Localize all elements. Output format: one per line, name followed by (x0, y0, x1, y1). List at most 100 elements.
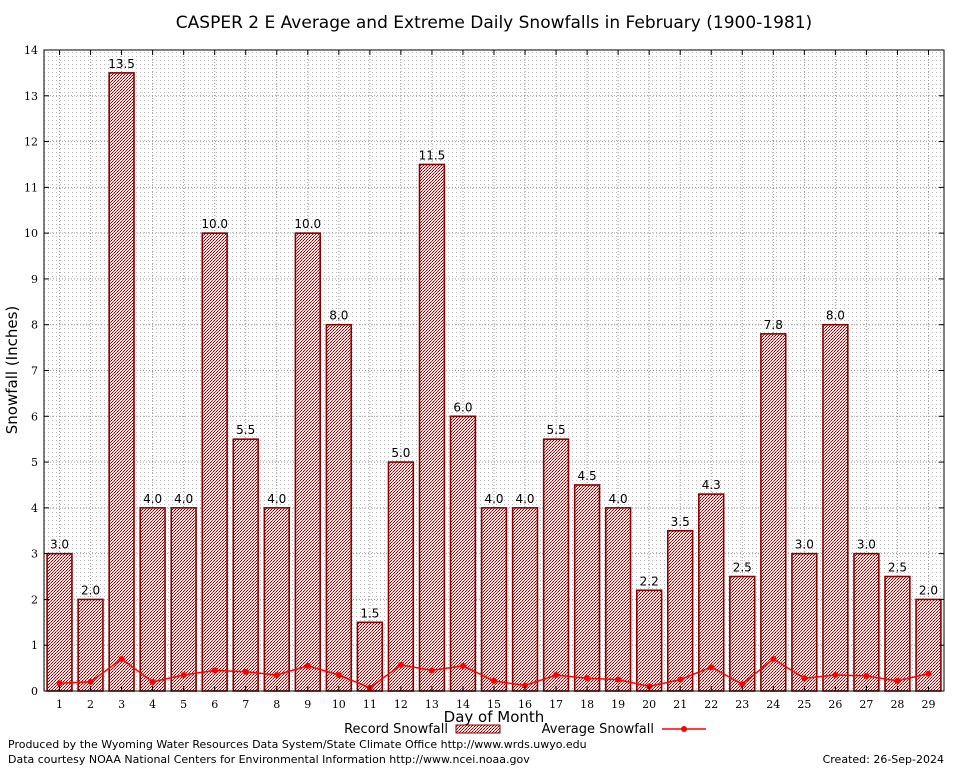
x-tick-label: 12 (394, 698, 408, 711)
x-tick-label: 10 (332, 698, 346, 711)
x-tick-label: 13 (425, 698, 439, 711)
record-value-label: 4.5 (578, 469, 597, 483)
y-tick-label: 0 (31, 685, 38, 698)
x-tick-label: 14 (456, 698, 470, 711)
record-value-label: 2.0 (919, 583, 938, 597)
record-value-label: 5.5 (236, 423, 255, 437)
record-value-label: 4.0 (484, 492, 503, 506)
average-point-day-5 (180, 671, 187, 678)
x-tick-label: 27 (859, 698, 873, 711)
average-point-day-12 (397, 661, 404, 668)
average-point-day-1 (56, 680, 63, 687)
record-value-label: 5.0 (391, 446, 410, 460)
y-tick-label: 2 (31, 593, 38, 606)
record-bar-day-16 (511, 507, 539, 692)
x-tick-label: 19 (611, 698, 625, 711)
record-value-label: 10.0 (201, 217, 228, 231)
record-bar-day-2 (77, 598, 104, 692)
chart-title: CASPER 2 E Average and Extreme Daily Sno… (176, 13, 812, 33)
record-bar-day-26 (822, 323, 849, 692)
x-tick-label: 1 (56, 698, 63, 711)
record-bar-day-28 (884, 575, 911, 692)
average-point-day-29 (925, 670, 932, 677)
legend-swatch-record (455, 724, 501, 734)
record-value-label: 4.0 (174, 492, 193, 506)
record-bar-day-7 (232, 438, 259, 692)
average-point-day-2 (87, 678, 94, 685)
x-axis-label: Day of Month (444, 708, 545, 726)
average-point-day-7 (242, 668, 249, 675)
record-bar-day-25 (791, 552, 818, 692)
record-value-label: 8.0 (826, 309, 845, 323)
x-tick-label: 4 (149, 698, 156, 711)
average-point-day-8 (273, 671, 280, 678)
record-bar-day-3 (108, 72, 135, 692)
y-tick-label: 12 (24, 136, 38, 149)
record-value-label: 8.0 (329, 309, 348, 323)
record-bar-day-9 (294, 232, 322, 692)
legend-swatch-average-marker (681, 726, 687, 732)
average-point-day-25 (801, 675, 808, 682)
record-bar-day-21 (666, 529, 694, 692)
x-tick-label: 29 (921, 698, 935, 711)
record-value-label: 7.8 (764, 318, 783, 332)
average-point-day-14 (459, 662, 466, 669)
record-bar-day-6 (201, 232, 228, 692)
record-value-label: 2.2 (640, 574, 659, 588)
average-point-day-28 (894, 677, 901, 684)
y-tick-label: 14 (24, 44, 38, 57)
record-bar-day-8 (263, 507, 290, 692)
footer-data-courtesy: Data courtesy NOAA National Centers for … (8, 753, 530, 766)
y-tick-label: 3 (31, 548, 38, 561)
x-tick-label: 11 (363, 698, 377, 711)
record-value-label: 3.0 (857, 538, 876, 552)
y-tick-label: 6 (31, 410, 38, 423)
record-value-label: 2.0 (81, 583, 100, 597)
record-bar-day-23 (729, 575, 756, 692)
record-value-label: 10.0 (294, 217, 321, 231)
average-point-day-15 (491, 677, 497, 684)
average-point-day-17 (553, 671, 560, 678)
record-value-label: 11.5 (419, 148, 446, 162)
record-bar-day-18 (573, 484, 601, 692)
footer-produced-by: Produced by the Wyoming Water Resources … (8, 738, 587, 751)
x-tick-label: 16 (518, 698, 532, 711)
average-point-day-10 (335, 671, 342, 678)
record-value-label: 4.0 (515, 492, 534, 506)
y-tick-label: 7 (31, 365, 38, 378)
record-bar-day-12 (387, 461, 415, 692)
footer-created-date: Created: 26-Sep-2024 (822, 753, 944, 766)
x-tick-label: 9 (304, 698, 311, 711)
average-point-day-19 (615, 676, 622, 683)
record-bar-day-27 (853, 552, 880, 692)
y-tick-label: 9 (31, 273, 38, 286)
x-tick-label: 7 (242, 698, 249, 711)
average-point-day-23 (739, 681, 746, 688)
record-bar-day-15 (480, 507, 508, 692)
y-axis-label: Snowfall (Inches) (3, 306, 21, 434)
record-value-label: 4.0 (609, 492, 628, 506)
average-point-day-4 (149, 678, 156, 685)
x-tick-label: 2 (87, 698, 94, 711)
record-bar-day-5 (170, 507, 197, 692)
x-tick-label: 8 (273, 698, 280, 711)
average-point-day-13 (428, 667, 435, 674)
record-value-label: 3.0 (795, 538, 814, 552)
record-bar-day-1 (46, 552, 73, 692)
record-bar-day-20 (635, 589, 663, 692)
record-value-label: 3.5 (671, 515, 690, 529)
y-tick-label: 13 (24, 90, 38, 103)
legend: Record Snowfall Average Snowfall (344, 722, 706, 737)
x-tick-label: 26 (828, 698, 842, 711)
x-tick-label: 5 (180, 698, 187, 711)
y-tick-label: 8 (31, 319, 38, 332)
y-tick-label: 11 (24, 181, 38, 194)
record-bar-day-24 (760, 333, 787, 692)
record-bar-day-10 (325, 323, 353, 692)
average-point-day-3 (118, 655, 125, 662)
legend-label-record: Record Snowfall (344, 722, 448, 737)
y-tick-label: 5 (31, 456, 38, 469)
record-value-label: 1.5 (360, 606, 379, 620)
record-value-label: 4.0 (143, 492, 162, 506)
